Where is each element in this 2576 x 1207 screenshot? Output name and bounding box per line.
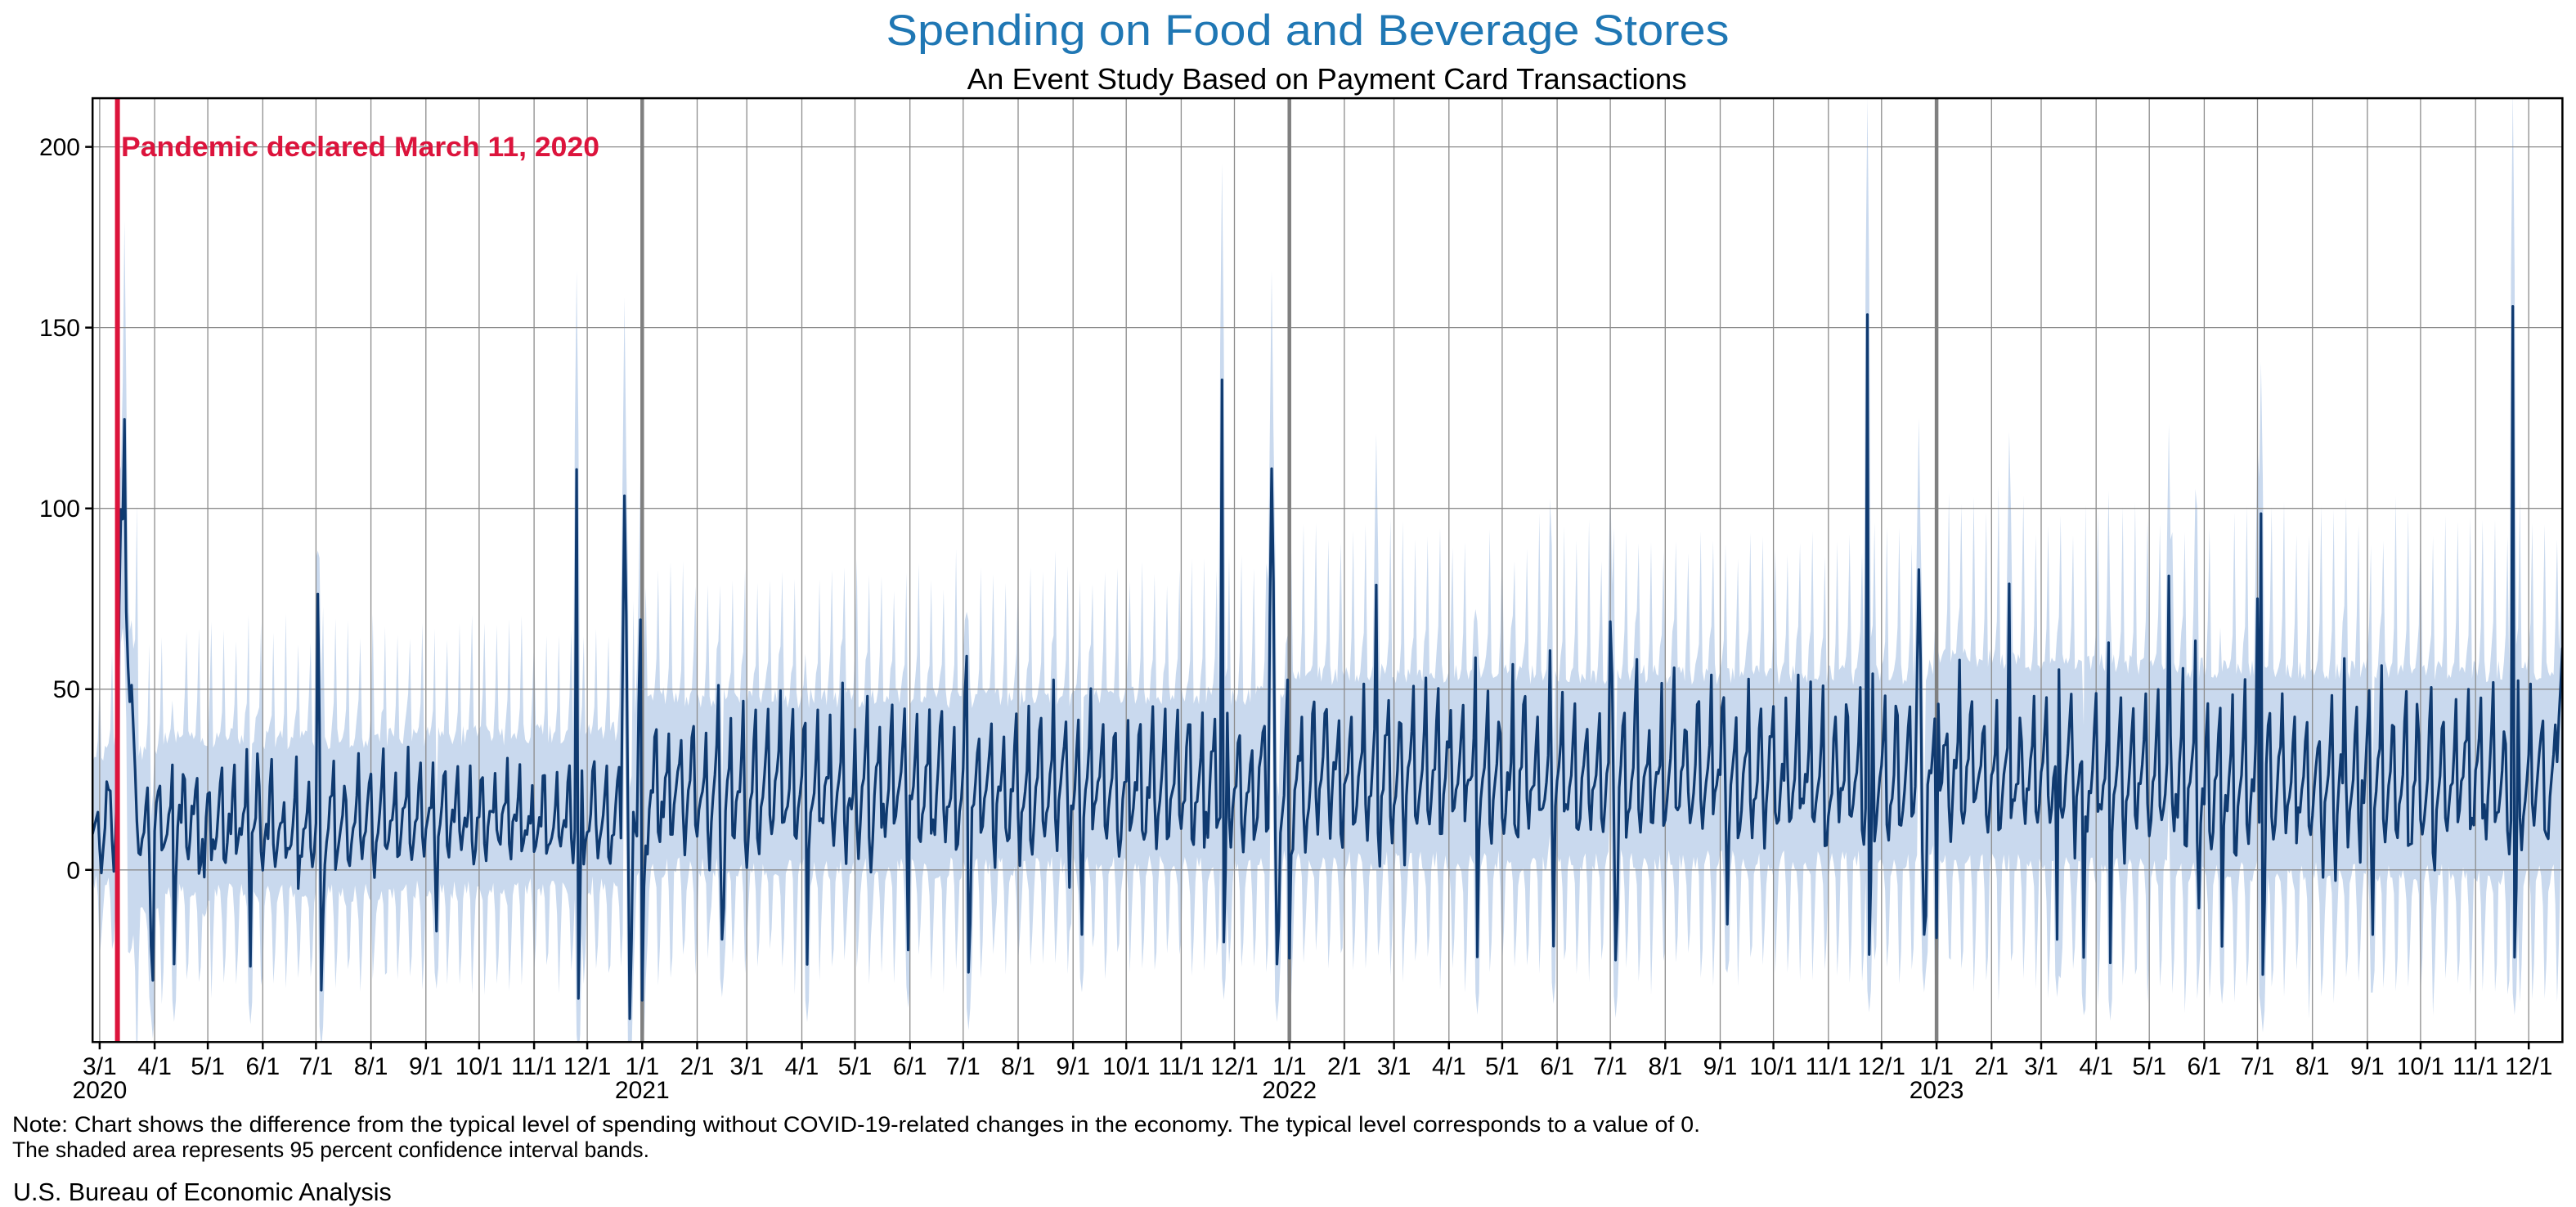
svg-text:8/1: 8/1 xyxy=(2296,1053,2330,1080)
svg-text:7/1: 7/1 xyxy=(2241,1053,2275,1080)
svg-text:7/1: 7/1 xyxy=(946,1053,981,1080)
svg-text:U.S. Bureau of Economic Analys: U.S. Bureau of Economic Analysis xyxy=(13,1178,392,1206)
svg-text:Pandemic declared March 11, 20: Pandemic declared March 11, 2020 xyxy=(121,132,599,163)
svg-text:3/1: 3/1 xyxy=(729,1053,764,1080)
svg-text:8/1: 8/1 xyxy=(354,1053,388,1080)
svg-text:11/1: 11/1 xyxy=(1806,1053,1851,1080)
svg-text:5/1: 5/1 xyxy=(1485,1053,1519,1080)
svg-text:10/1: 10/1 xyxy=(1749,1053,1797,1080)
svg-text:7/1: 7/1 xyxy=(1593,1053,1627,1080)
svg-text:6/1: 6/1 xyxy=(2188,1053,2222,1080)
svg-text:9/1: 9/1 xyxy=(409,1053,443,1080)
svg-text:11/1: 11/1 xyxy=(511,1053,557,1080)
svg-text:8/1: 8/1 xyxy=(1648,1053,1682,1080)
svg-text:4/1: 4/1 xyxy=(785,1053,819,1080)
svg-text:3/1: 3/1 xyxy=(83,1053,117,1080)
svg-text:2/1: 2/1 xyxy=(680,1053,715,1080)
svg-text:4/1: 4/1 xyxy=(137,1053,172,1080)
svg-text:10/1: 10/1 xyxy=(1102,1053,1150,1080)
svg-text:An Event Study Based on Paymen: An Event Study Based on Payment Card Tra… xyxy=(967,62,1687,96)
svg-text:0: 0 xyxy=(66,857,80,884)
svg-text:1/1: 1/1 xyxy=(1272,1053,1307,1080)
svg-text:12/1: 12/1 xyxy=(1858,1053,1905,1080)
svg-text:50: 50 xyxy=(53,676,80,703)
svg-text:9/1: 9/1 xyxy=(1703,1053,1738,1080)
svg-text:2022: 2022 xyxy=(1262,1077,1317,1104)
svg-text:2/1: 2/1 xyxy=(1327,1053,1362,1080)
svg-text:1/1: 1/1 xyxy=(625,1053,659,1080)
svg-text:6/1: 6/1 xyxy=(893,1053,927,1080)
svg-text:9/1: 9/1 xyxy=(1056,1053,1090,1080)
svg-text:5/1: 5/1 xyxy=(191,1053,225,1080)
svg-text:2021: 2021 xyxy=(615,1077,670,1104)
svg-text:Note: Chart shows the differen: Note: Chart shows the difference from th… xyxy=(12,1112,1700,1137)
svg-text:9/1: 9/1 xyxy=(2350,1053,2385,1080)
svg-text:150: 150 xyxy=(39,315,80,342)
svg-text:8/1: 8/1 xyxy=(1001,1053,1035,1080)
svg-text:12/1: 12/1 xyxy=(563,1053,611,1080)
svg-text:2020: 2020 xyxy=(73,1077,128,1104)
svg-text:2023: 2023 xyxy=(1910,1077,1964,1104)
svg-text:The shaded area represents 95: The shaded area represents 95 percent co… xyxy=(12,1137,649,1162)
svg-text:10/1: 10/1 xyxy=(456,1053,503,1080)
svg-text:6/1: 6/1 xyxy=(1540,1053,1574,1080)
svg-text:11/1: 11/1 xyxy=(2453,1053,2498,1080)
svg-text:11/1: 11/1 xyxy=(1158,1053,1204,1080)
svg-text:1/1: 1/1 xyxy=(1919,1053,1954,1080)
svg-text:4/1: 4/1 xyxy=(2079,1053,2113,1080)
svg-text:7/1: 7/1 xyxy=(299,1053,334,1080)
svg-text:2/1: 2/1 xyxy=(1974,1053,2008,1080)
svg-text:5/1: 5/1 xyxy=(2132,1053,2166,1080)
svg-text:10/1: 10/1 xyxy=(2397,1053,2444,1080)
svg-text:200: 200 xyxy=(39,134,80,161)
svg-text:3/1: 3/1 xyxy=(2024,1053,2058,1080)
svg-text:12/1: 12/1 xyxy=(2505,1053,2552,1080)
svg-text:Spending on Food and Beverage: Spending on Food and Beverage Stores xyxy=(886,7,1730,55)
svg-text:12/1: 12/1 xyxy=(1210,1053,1258,1080)
svg-text:6/1: 6/1 xyxy=(245,1053,280,1080)
svg-text:5/1: 5/1 xyxy=(838,1053,873,1080)
svg-text:4/1: 4/1 xyxy=(1432,1053,1466,1080)
svg-text:3/1: 3/1 xyxy=(1377,1053,1411,1080)
svg-text:100: 100 xyxy=(39,496,80,523)
